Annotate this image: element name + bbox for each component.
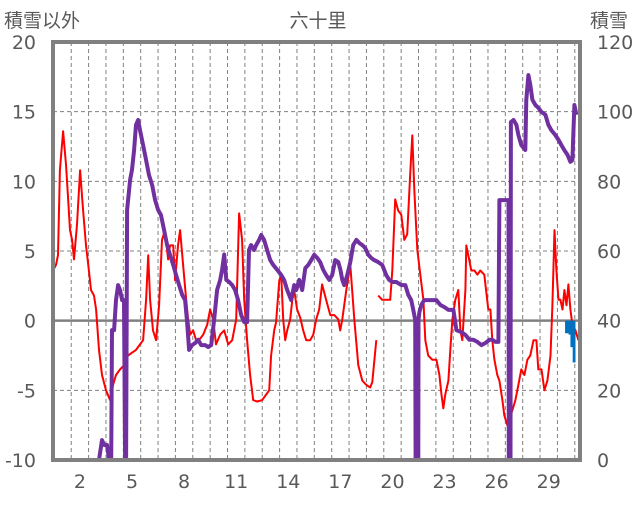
x-tick-label: 5 bbox=[126, 471, 138, 493]
right-tick-label: 20 bbox=[597, 380, 621, 402]
x-tick-label: 14 bbox=[276, 471, 300, 493]
bar bbox=[568, 320, 572, 335]
x-tick-label: 17 bbox=[328, 471, 352, 493]
x-tick-label: 26 bbox=[485, 471, 509, 493]
temperature-line bbox=[52, 130, 378, 403]
x-tick-label: 20 bbox=[380, 471, 404, 493]
left-tick-label: 0 bbox=[24, 311, 36, 333]
left-tick-label: 10 bbox=[12, 171, 36, 193]
chart-title: 六十里 bbox=[289, 10, 346, 32]
plot-marks bbox=[52, 73, 580, 462]
left-tick-label: -10 bbox=[5, 450, 36, 472]
left-tick-label: -5 bbox=[17, 380, 36, 402]
x-tick-label: 29 bbox=[537, 471, 561, 493]
x-tick-label: 2 bbox=[74, 471, 86, 493]
bar bbox=[570, 320, 574, 348]
right-tick-label: 120 bbox=[597, 32, 633, 54]
tick-labels: -10 -5 0 5 10 15 20 0 20 40 60 80 100 120 2 5 8 11 14 17 20 2… bbox=[5, 32, 633, 493]
right-tick-label: 60 bbox=[597, 241, 621, 263]
left-tick-label: 15 bbox=[12, 102, 36, 124]
bar bbox=[566, 320, 570, 334]
right-tick-label: 0 bbox=[597, 450, 609, 472]
right-tick-label: 100 bbox=[597, 102, 633, 124]
x-tick-label: 11 bbox=[224, 471, 248, 493]
bar bbox=[565, 320, 568, 334]
left-tick-label: 5 bbox=[24, 241, 36, 263]
left-tick-label: 20 bbox=[12, 32, 36, 54]
right-tick-label: 80 bbox=[597, 171, 621, 193]
bar bbox=[572, 320, 576, 363]
temperature-line bbox=[377, 134, 580, 427]
x-tick-label: 8 bbox=[178, 471, 190, 493]
snow-depth-line bbox=[53, 73, 579, 462]
left-axis-label: 積雪以外 bbox=[4, 10, 80, 32]
plot-frame bbox=[51, 40, 582, 462]
x-tick-label: 23 bbox=[432, 471, 456, 493]
right-axis-label: 積雪 bbox=[590, 10, 628, 32]
right-tick-label: 40 bbox=[597, 311, 621, 333]
